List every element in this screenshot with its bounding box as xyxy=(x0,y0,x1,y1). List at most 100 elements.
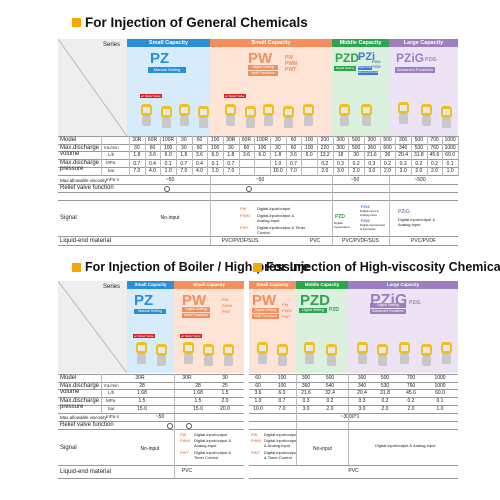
relief2-circle-2 xyxy=(186,423,192,429)
pump-image-9 xyxy=(338,102,351,126)
pump-head xyxy=(246,118,255,128)
section-marker-icon-2 xyxy=(72,263,81,272)
sep3-1 xyxy=(348,374,349,465)
relief-tag-3: w/ Relief Valve xyxy=(133,334,155,338)
liquid3: PVC xyxy=(348,468,359,474)
label-liquid: Liquid-end material xyxy=(60,238,112,244)
cell-mlmin: 100 xyxy=(163,145,173,151)
pump-image-0 xyxy=(140,102,153,126)
visc-a: ~50 xyxy=(165,177,175,183)
tab-digital: Digital Setting xyxy=(248,65,278,70)
cell3-mlmin: 360 xyxy=(301,383,311,389)
model-pzi: PZi xyxy=(358,51,376,63)
pump-face xyxy=(305,107,312,113)
cell-mlmin: 60 xyxy=(243,145,250,151)
pump-image-b9 xyxy=(356,340,369,364)
band3-small-bg xyxy=(249,281,296,373)
pump-image-b4 xyxy=(222,342,235,366)
sig-pzi8: PZi8 xyxy=(361,218,370,223)
sig-pzd: PZD xyxy=(335,214,345,220)
col-divider-16 xyxy=(379,136,381,176)
pump-head xyxy=(399,114,408,124)
tab2-manual: Manual Setting xyxy=(134,309,166,314)
diag-line-2 xyxy=(58,281,127,373)
section-marker-icon xyxy=(72,18,81,27)
cell3-mpa: 0.2 xyxy=(407,398,415,404)
row3-divider-9 xyxy=(249,478,458,479)
liquid-b: PVC xyxy=(309,238,321,244)
cell-lh: 20.4 xyxy=(398,152,409,158)
sig-pzi4: PZi4 xyxy=(361,204,370,209)
pump-image-b6 xyxy=(276,342,289,366)
cell3-mlmin: 760 xyxy=(406,383,416,389)
tab2-multi: Multi Functions xyxy=(182,313,210,318)
cell3-bar: 10.0 xyxy=(253,406,263,412)
cell-bar: 1.0 xyxy=(211,168,219,174)
cell-mpa: 0.3 xyxy=(368,161,376,167)
cap3-large: Large Capacity xyxy=(348,281,458,289)
cell-bar: 1.0 xyxy=(164,168,172,174)
cell-bar: 4.0 xyxy=(196,168,203,174)
pump-head xyxy=(284,118,293,128)
pump-face xyxy=(423,347,430,353)
pump-image-b13 xyxy=(440,340,453,364)
unit2-bar: bar xyxy=(108,406,115,411)
pump-face xyxy=(359,345,366,351)
sig2-pw: PW xyxy=(180,432,187,437)
cell-lh: 6.0 xyxy=(164,152,172,158)
pump-face xyxy=(205,347,212,353)
pump-face xyxy=(181,107,188,113)
row-divider-7 xyxy=(58,192,458,193)
model-pzi8: PZi8 xyxy=(372,64,381,69)
sig3-pw-t: Digital-input/output xyxy=(264,432,298,437)
cap3-small: Small Capacity xyxy=(249,281,296,289)
row-divider-1 xyxy=(58,144,458,145)
model-pz: PZ xyxy=(150,50,170,67)
col-divider-15 xyxy=(364,136,365,176)
col-divider-17 xyxy=(395,136,397,176)
pump-head xyxy=(304,116,313,126)
pump-head xyxy=(422,116,431,126)
pump-head xyxy=(180,116,189,126)
liquid-a: PVC/PVDF/SUS xyxy=(221,238,259,244)
cell-model: 200 xyxy=(320,137,329,143)
cell3-model: 300 xyxy=(301,375,311,381)
cell-bar: 3.0 xyxy=(368,168,376,174)
row3-divider-2 xyxy=(249,389,458,390)
sep1-1 xyxy=(332,176,333,245)
cell-mpa: 0.1 xyxy=(164,161,172,167)
sig3-pwt-t: Digital-input/output & Timer Control xyxy=(264,450,298,460)
pump-image-2 xyxy=(178,102,191,126)
pump-face xyxy=(279,347,286,353)
tab-digital2: Digital Setting xyxy=(334,66,356,71)
pump-image-b2 xyxy=(182,340,195,364)
cell-mpa: 0.2 xyxy=(384,161,391,167)
cell-lh: 1.8 xyxy=(227,152,235,158)
cell3-model: 700 xyxy=(406,375,416,381)
sig2-pw-t: Digital-input/output xyxy=(194,432,228,437)
cell-bar: 2.0 xyxy=(415,168,423,174)
cell-mpa: 0.7 xyxy=(180,161,188,167)
cell-bar: 7.0 xyxy=(133,168,141,174)
cell-bar: 2.0 xyxy=(431,168,438,174)
cell2-bar: 20.0 xyxy=(220,406,230,412)
sep1-2 xyxy=(389,176,390,245)
cell-mlmin: 60 xyxy=(290,145,297,151)
sig2-noinput: No-input xyxy=(140,446,160,452)
tab2-digital: Digital Setting xyxy=(182,307,210,312)
cell-mlmin: 300 xyxy=(336,145,345,151)
cell-bar: 2.0 xyxy=(321,168,329,174)
cell2-mpa: 1.5 xyxy=(194,398,202,404)
pump-head xyxy=(358,354,367,364)
col-divider-12 xyxy=(317,136,318,176)
unit2-mpa: MPa xyxy=(106,398,116,403)
pump-image-b11 xyxy=(398,340,411,364)
cell-bar: 7.0 xyxy=(290,168,297,174)
pump-image-b0 xyxy=(135,340,148,364)
col-divider-19 xyxy=(426,136,428,176)
cell-mpa: 0.7 xyxy=(227,161,235,167)
cell-mpa: 0.2 xyxy=(431,161,438,167)
pump-image-10 xyxy=(360,102,373,126)
sep1-0 xyxy=(210,176,211,245)
cell-model: 60R xyxy=(241,137,252,143)
